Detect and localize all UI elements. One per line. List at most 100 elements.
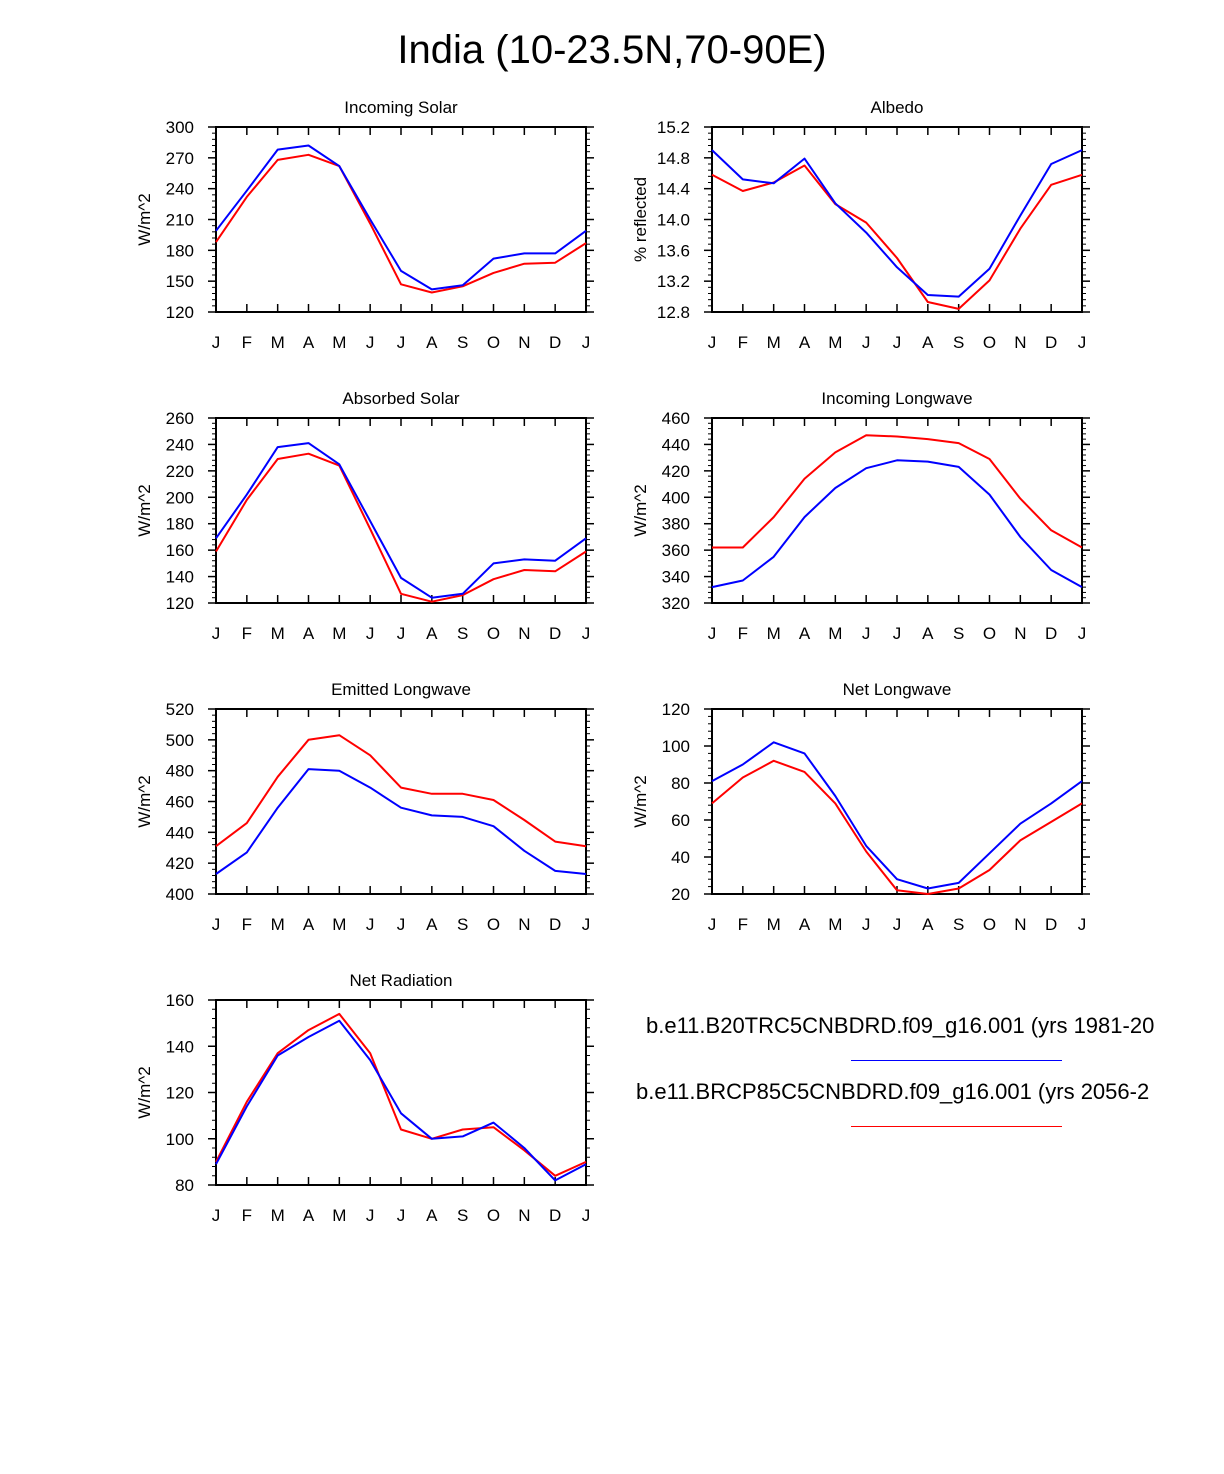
x-tick-label: J (366, 624, 375, 643)
y-axis-label: % reflected (631, 177, 650, 262)
x-tick-label: M (271, 333, 285, 352)
y-tick-label: 440 (662, 435, 690, 454)
x-tick-label: S (457, 333, 468, 352)
series-line-historical (711, 149, 1083, 298)
y-tick-label: 460 (662, 409, 690, 428)
y-tick-label: 520 (166, 700, 194, 719)
series-line-historical (215, 144, 587, 291)
x-tick-label: F (738, 333, 748, 352)
y-tick-label: 210 (166, 211, 194, 230)
y-tick-label: 240 (166, 435, 194, 454)
y-axis-label: W/m^2 (135, 193, 154, 245)
series-line-historical (215, 1019, 587, 1182)
x-tick-label: J (708, 333, 717, 352)
y-tick-label: 220 (166, 462, 194, 481)
y-tick-label: 80 (175, 1176, 194, 1195)
y-tick-label: 80 (671, 774, 690, 793)
x-tick-label: M (767, 624, 781, 643)
y-tick-label: 420 (662, 462, 690, 481)
x-tick-label: J (397, 333, 406, 352)
legend-label-future: b.e11.BRCP85C5CNBDRD.f09_g16.001 (yrs 20… (636, 1079, 1150, 1104)
x-tick-label: A (303, 915, 315, 934)
x-tick-label: N (518, 1206, 530, 1225)
x-tick-label: F (738, 624, 748, 643)
plot-frame (215, 417, 587, 604)
y-axis-label: W/m^2 (135, 1066, 154, 1118)
series-line-future (215, 734, 587, 848)
x-tick-label: D (549, 624, 561, 643)
x-tick-label: F (242, 1206, 252, 1225)
x-tick-label: A (303, 333, 315, 352)
y-axis-label: W/m^2 (631, 484, 650, 536)
x-tick-label: J (212, 624, 221, 643)
x-tick-label: M (332, 624, 346, 643)
x-tick-label: A (799, 915, 811, 934)
x-tick-label: D (549, 1206, 561, 1225)
x-tick-label: D (1045, 624, 1057, 643)
plot-frame (215, 999, 587, 1186)
plot-frame (711, 417, 1083, 604)
series-line-future (215, 452, 587, 603)
y-tick-label: 120 (166, 594, 194, 613)
x-tick-label: J (366, 1206, 375, 1225)
x-tick-label: J (212, 1206, 221, 1225)
series-line-future (711, 759, 1083, 895)
x-tick-label: O (983, 333, 996, 352)
x-tick-label: A (922, 915, 934, 934)
chart-title: Emitted Longwave (331, 680, 471, 699)
series-line-historical (215, 768, 587, 875)
x-tick-label: J (1078, 333, 1087, 352)
y-axis-label: W/m^2 (135, 775, 154, 827)
plot-frame (215, 708, 587, 895)
x-tick-label: S (953, 915, 964, 934)
x-tick-label: A (426, 624, 438, 643)
y-tick-label: 140 (166, 568, 194, 587)
x-tick-label: F (738, 915, 748, 934)
y-tick-label: 240 (166, 180, 194, 199)
chart-title: Net Longwave (843, 680, 952, 699)
y-tick-label: 12.8 (657, 303, 690, 322)
x-tick-label: A (426, 915, 438, 934)
x-tick-label: D (1045, 333, 1057, 352)
x-tick-label: O (487, 1206, 500, 1225)
x-tick-label: M (767, 333, 781, 352)
chart-title: Net Radiation (349, 971, 452, 990)
x-tick-label: J (1078, 624, 1087, 643)
x-tick-label: J (582, 333, 591, 352)
y-tick-label: 400 (166, 885, 194, 904)
x-tick-label: M (271, 624, 285, 643)
legend-label-historical: b.e11.B20TRC5CNBDRD.f09_g16.001 (yrs 198… (646, 1013, 1155, 1038)
x-tick-label: M (271, 1206, 285, 1225)
x-tick-label: M (828, 624, 842, 643)
y-axis-label: W/m^2 (135, 484, 154, 536)
x-tick-label: O (487, 624, 500, 643)
series-line-future (712, 434, 1083, 549)
x-tick-label: D (549, 333, 561, 352)
x-tick-label: S (953, 333, 964, 352)
x-tick-label: J (862, 333, 871, 352)
x-tick-label: M (332, 333, 346, 352)
x-tick-label: D (1045, 915, 1057, 934)
x-tick-label: J (582, 915, 591, 934)
series-line-historical (215, 442, 587, 599)
x-tick-label: O (983, 624, 996, 643)
x-tick-label: N (1014, 624, 1026, 643)
x-tick-label: J (1078, 915, 1087, 934)
series-line-historical (711, 741, 1083, 890)
chart-title: Incoming Longwave (821, 389, 972, 408)
x-tick-label: A (426, 1206, 438, 1225)
series-line-future (711, 164, 1083, 310)
x-tick-label: S (457, 1206, 468, 1225)
chart-title: Albedo (871, 98, 924, 117)
x-tick-label: A (799, 624, 811, 643)
x-tick-label: N (1014, 333, 1026, 352)
y-tick-label: 180 (166, 515, 194, 534)
x-tick-label: J (893, 915, 902, 934)
y-tick-label: 440 (166, 823, 194, 842)
x-tick-label: J (366, 915, 375, 934)
y-tick-label: 13.6 (657, 241, 690, 260)
